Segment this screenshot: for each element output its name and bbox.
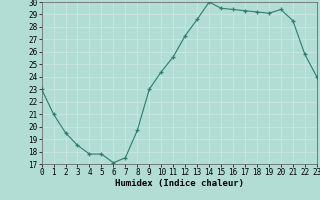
X-axis label: Humidex (Indice chaleur): Humidex (Indice chaleur) — [115, 179, 244, 188]
